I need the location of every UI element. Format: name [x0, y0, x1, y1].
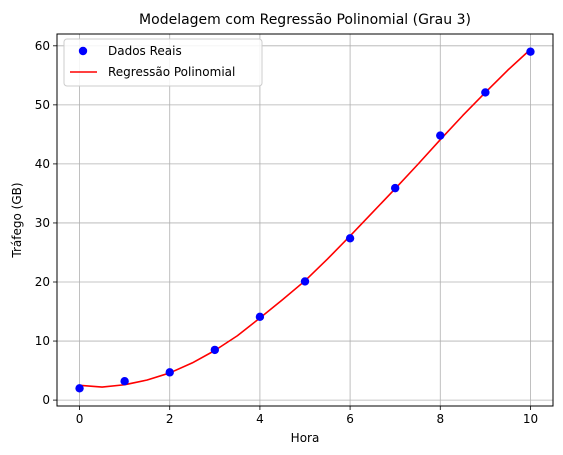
y-axis-label: Tráfego (GB) — [10, 182, 24, 258]
data-point — [75, 384, 84, 393]
data-point — [300, 277, 310, 286]
x-tick-label: 0 — [76, 412, 84, 426]
legend-label: Regressão Polinomial — [108, 65, 235, 79]
x-tick-label: 8 — [436, 412, 444, 426]
data-point — [120, 377, 129, 386]
y-tick-label: 10 — [35, 334, 50, 348]
y-tick-label: 0 — [42, 393, 50, 407]
x-tick-label: 6 — [346, 412, 354, 426]
data-point — [210, 345, 220, 355]
y-tick-label: 20 — [35, 275, 50, 289]
y-tick-label: 60 — [35, 39, 50, 53]
x-axis-label: Hora — [291, 431, 320, 445]
y-tick-label: 30 — [35, 216, 50, 230]
legend-box — [63, 38, 263, 87]
data-point — [165, 368, 174, 377]
chart-title: Modelagem com Regressão Polinomial (Grau… — [139, 12, 471, 28]
legend-label: Dados Reais — [108, 44, 182, 58]
data-point — [526, 47, 535, 56]
x-tick-label: 10 — [523, 412, 538, 426]
y-tick-label: 50 — [35, 98, 50, 112]
data-point — [345, 234, 355, 243]
x-tick-label: 2 — [166, 412, 174, 426]
plot-area — [75, 47, 535, 393]
data-point — [481, 88, 490, 97]
data-point — [255, 312, 265, 322]
x-tick-label: 4 — [256, 412, 264, 426]
y-tick-label: 40 — [35, 157, 50, 171]
plot-frame — [56, 33, 554, 407]
legend-marker — [78, 46, 88, 56]
grid — [57, 34, 553, 406]
axes-ticks: 0 2 4 6 8 10 0 10 20 30 40 50 60 — [35, 39, 538, 426]
legend: Dados Reais Regressão Polinomial — [63, 38, 263, 87]
data-point — [390, 183, 400, 193]
data-point — [436, 131, 445, 140]
